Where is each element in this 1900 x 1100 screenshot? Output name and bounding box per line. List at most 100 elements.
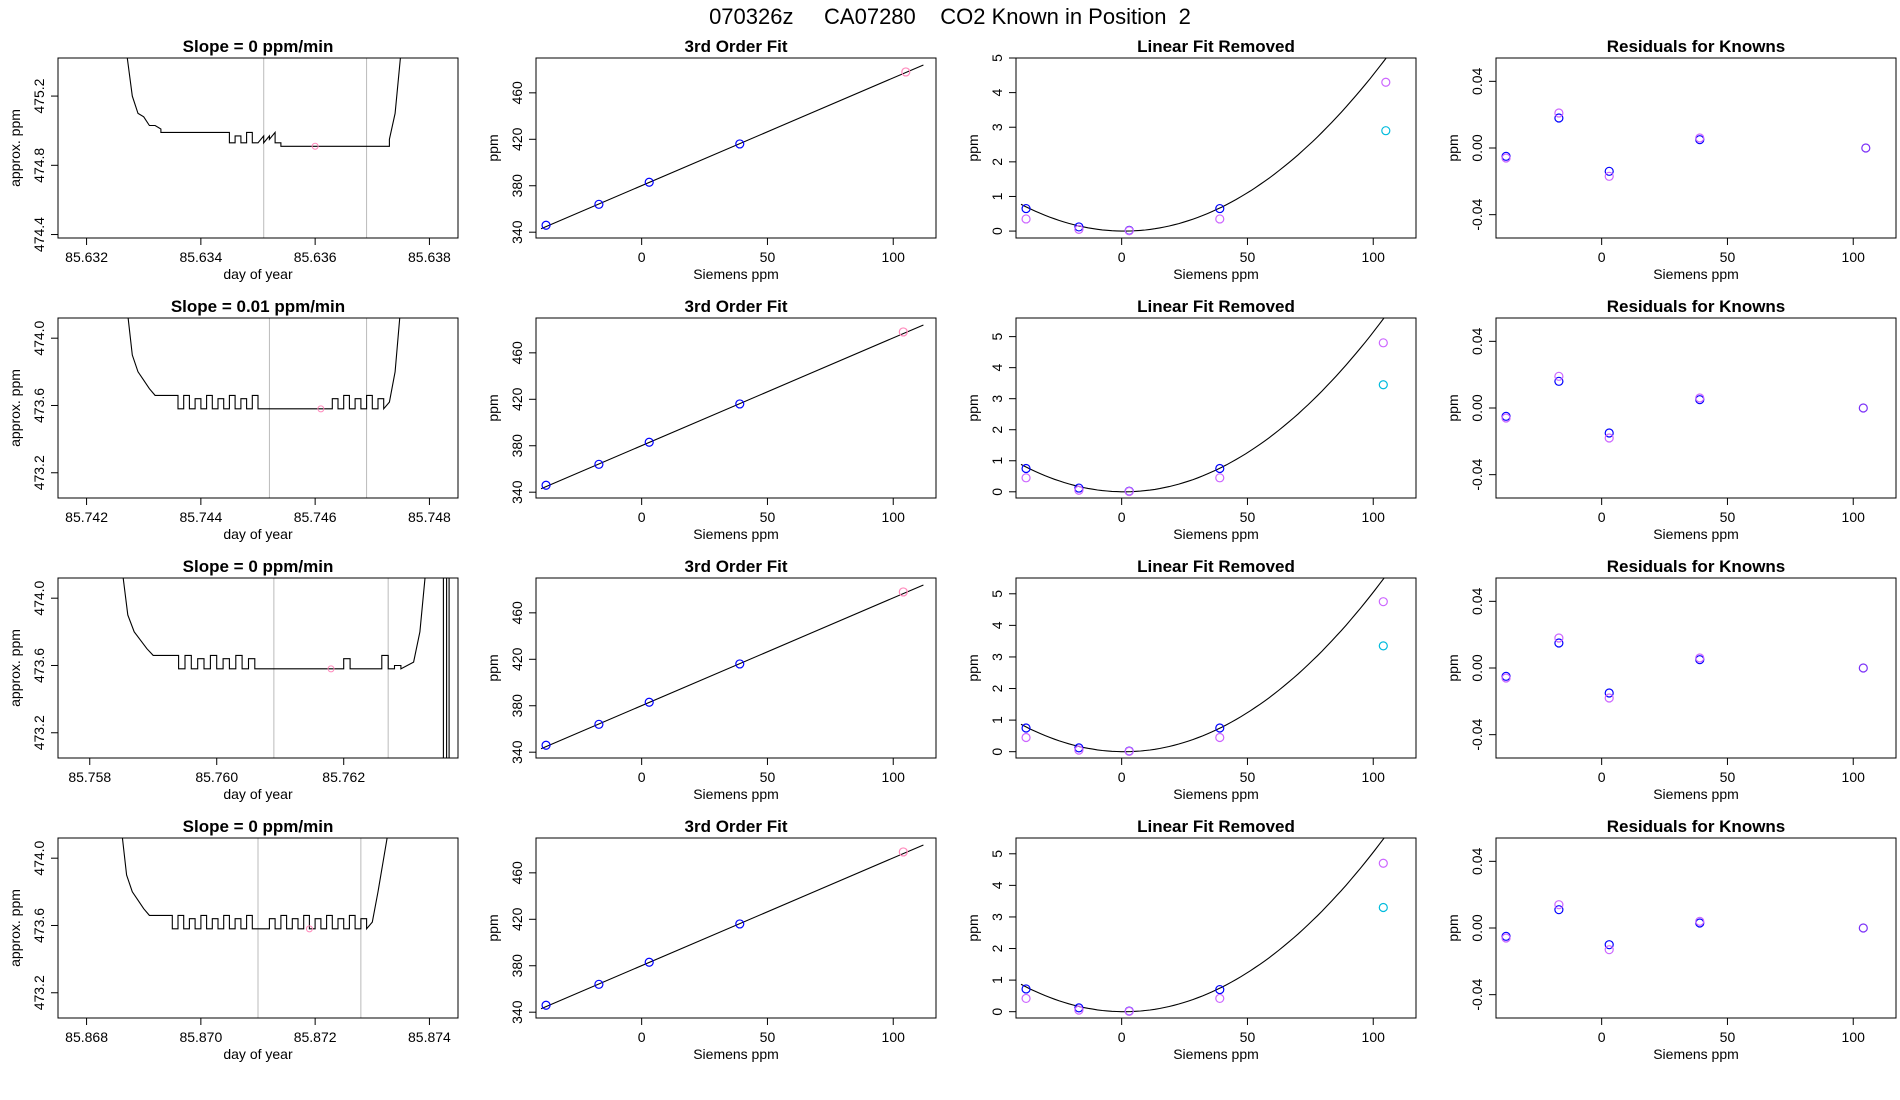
data-point (594, 199, 604, 209)
plot-frame (535, 57, 937, 239)
data-point (1124, 746, 1134, 756)
y-tick-label: 3 (989, 913, 1005, 921)
x-tick-label: 100 (882, 249, 906, 265)
x-axis-label: Siemens ppm (1653, 786, 1739, 802)
panel-title: Linear Fit Removed (1137, 297, 1295, 316)
panel-r2-c3: 0 50 100 0 1 2 3 4 5 Linear Fit Removed Siemens pp… (965, 297, 1417, 542)
y-tick-label: 474.8 (31, 148, 47, 183)
data-point (1604, 171, 1614, 181)
x-tick-label: 85.870 (179, 1029, 222, 1045)
panel-r3-c2: 0 50 100 340 380 420 460 3rd Order Fit Siemens p… (485, 557, 937, 802)
x-tick-label: 85.760 (195, 769, 238, 785)
y-tick-label: 380 (509, 174, 525, 198)
y-tick-label: 5 (989, 54, 1005, 62)
y-tick-label: 5 (989, 850, 1005, 858)
y-axis-label: ppm (485, 654, 501, 681)
data-point (1554, 371, 1564, 381)
x-tick-label: 100 (1362, 769, 1386, 785)
x-tick-label: 100 (1842, 1029, 1866, 1045)
plot-area (1501, 900, 1868, 955)
panel-r3-c1: 85.758 85.760 85.762 473.2 473.6 474.0 Slope =… (7, 557, 459, 802)
data-point (1501, 413, 1511, 423)
panel-r2-c2: 0 50 100 340 380 420 460 3rd Order Fit Siemens p… (485, 297, 937, 542)
fit-line (540, 584, 924, 750)
data-point (644, 957, 654, 967)
x-axis-label: Siemens ppm (693, 526, 779, 542)
x-tick-label: 0 (1598, 1029, 1606, 1045)
plot-frame (1015, 837, 1417, 1019)
y-axis-label: ppm (965, 914, 981, 941)
panel-title: Residuals for Knowns (1607, 297, 1786, 316)
series-trace (121, 838, 388, 931)
data-point (1021, 993, 1031, 1004)
x-tick-label: 0 (638, 1029, 646, 1045)
x-tick-label: 50 (1240, 249, 1256, 265)
y-axis-label: approx. ppm (7, 629, 23, 707)
data-point (644, 437, 654, 447)
data-point (1554, 905, 1564, 915)
plot-area (540, 324, 924, 490)
y-tick-label: 420 (509, 127, 525, 151)
data-point (541, 1000, 551, 1010)
panel-title: 3rd Order Fit (685, 557, 788, 576)
plot-area (121, 838, 388, 1018)
y-tick-label: 380 (509, 954, 525, 978)
plot-frame (1495, 837, 1897, 1019)
marker-point (305, 925, 313, 933)
marker-point (317, 405, 325, 413)
plot-frame (57, 837, 459, 1019)
data-point (1021, 732, 1031, 743)
plot-area (540, 584, 924, 750)
y-axis-label: ppm (485, 914, 501, 941)
y-tick-label: 380 (509, 434, 525, 458)
y-tick-label: 0.00 (1469, 654, 1485, 681)
x-tick-label: 50 (1240, 769, 1256, 785)
y-tick-label: 0.04 (1469, 327, 1485, 354)
x-axis-label: Siemens ppm (1173, 786, 1259, 802)
data-point (1695, 133, 1705, 143)
x-tick-label: 100 (1842, 509, 1866, 525)
data-point (1554, 900, 1564, 910)
x-tick-label: 100 (1362, 1029, 1386, 1045)
data-point (1074, 1005, 1084, 1015)
data-point (644, 697, 654, 707)
panel-r1-c3: 0 50 100 0 1 2 3 4 5 Linear Fit Removed Siemens pp… (965, 37, 1417, 282)
plot-frame (1495, 57, 1897, 239)
y-tick-label: 1 (989, 192, 1005, 200)
plot-area (126, 58, 401, 238)
plot-frame (1495, 577, 1897, 759)
data-point (1554, 113, 1564, 123)
x-axis-label: Siemens ppm (693, 1046, 779, 1062)
panel-r4-c3: 0 50 100 0 1 2 3 4 5 Linear Fit Removed Siemens pp… (965, 817, 1417, 1062)
x-tick-label: 50 (1720, 1029, 1736, 1045)
plot-area (1020, 578, 1388, 756)
y-tick-label: 2 (989, 426, 1005, 434)
panel-r4-c1: 85.868 85.870 85.872 85.874 473.2 473.6 474.0 S… (7, 817, 459, 1062)
y-tick-label: 5 (989, 333, 1005, 341)
x-tick-label: 50 (1720, 769, 1736, 785)
y-tick-label: 4 (989, 364, 1005, 372)
x-tick-label: 85.636 (294, 249, 337, 265)
y-axis-label: ppm (965, 654, 981, 681)
data-point (1858, 923, 1868, 933)
y-tick-label: 0 (989, 227, 1005, 235)
x-tick-label: 100 (1842, 769, 1866, 785)
data-point (1074, 222, 1084, 232)
y-tick-label: 420 (509, 907, 525, 931)
panel-title: Slope = 0 ppm/min (183, 37, 334, 56)
x-axis-label: Siemens ppm (1653, 1046, 1739, 1062)
data-point (898, 587, 908, 597)
x-tick-label: 85.868 (65, 1029, 108, 1045)
plot-frame (535, 317, 937, 499)
fit-line (540, 64, 924, 230)
x-axis-label: day of year (223, 526, 293, 542)
data-point (1501, 933, 1511, 943)
x-axis-label: Siemens ppm (1653, 266, 1739, 282)
x-tick-label: 0 (638, 509, 646, 525)
y-axis-label: ppm (485, 134, 501, 161)
plot-frame (535, 577, 937, 759)
x-tick-label: 100 (882, 509, 906, 525)
data-point (1604, 688, 1614, 698)
y-tick-label: 0.00 (1469, 914, 1485, 941)
